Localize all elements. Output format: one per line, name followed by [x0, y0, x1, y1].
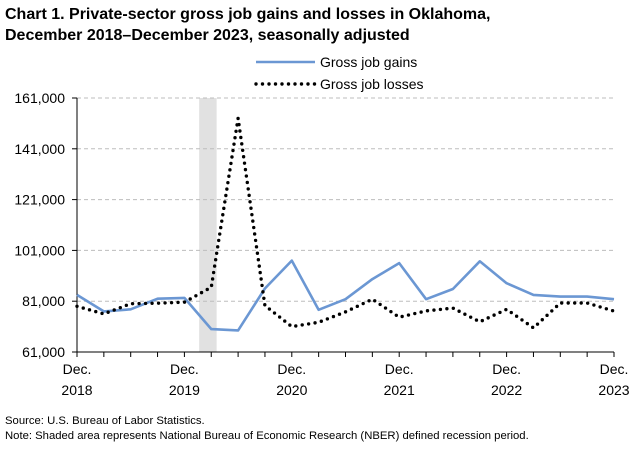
chart-title: Chart 1. Private-sector gross job gains … [5, 4, 635, 46]
x-tick-label-month: Dec. [492, 361, 521, 377]
x-tick-label-year: 2023 [598, 382, 629, 398]
recession-note: Note: Shaded area represents National Bu… [5, 430, 529, 442]
y-tick-label: 81,000 [22, 293, 65, 309]
gross-job-losses-line [75, 116, 616, 330]
chart-title-line-1: Chart 1. Private-sector gross job gains … [5, 6, 491, 23]
y-axis-tick-labels: 161,000 141,000 121,000 101,000 81,000 61,000 [14, 90, 65, 360]
x-tick-label-year: 2022 [491, 382, 522, 398]
legend-label-gains: Gross job gains [320, 54, 417, 70]
series-lines [75, 116, 616, 332]
x-tick-label-month: Dec. [600, 361, 629, 377]
x-tick-label-year: 2020 [276, 382, 307, 398]
gross-job-gains-line [76, 259, 615, 332]
x-tick-label-month: Dec. [170, 361, 199, 377]
x-tick-label-month: Dec. [385, 361, 414, 377]
y-tick-label: 101,000 [14, 242, 65, 258]
y-tick-label: 141,000 [14, 141, 65, 157]
chart-title-line-2: December 2018–December 2023, seasonally … [5, 27, 410, 44]
axes [72, 97, 615, 357]
x-tick-label-month: Dec. [277, 361, 306, 377]
y-tick-label: 161,000 [14, 90, 65, 106]
x-axis-tick-labels: Dec. 2018 Dec. 2019 Dec. 2020 Dec. 2021 Dec. 2022… [61, 361, 629, 398]
gridlines [77, 97, 614, 302]
legend-label-losses: Gross job losses [320, 76, 423, 92]
y-tick-label: 61,000 [22, 344, 65, 360]
x-tick-label-month: Dec. [63, 361, 92, 377]
source-note: Source: U.S. Bureau of Labor Statistics. [5, 415, 205, 427]
chart-footer: Source: U.S. Bureau of Labor Statistics.… [5, 414, 641, 444]
x-tick-label-year: 2019 [169, 382, 200, 398]
legend: Gross job gains Gross job losses [254, 54, 423, 92]
y-tick-label: 121,000 [14, 192, 65, 208]
x-tick-label-year: 2021 [384, 382, 415, 398]
recession-shading [199, 98, 217, 352]
x-tick-label-year: 2018 [61, 382, 92, 398]
recession-shading-layer [199, 98, 217, 352]
